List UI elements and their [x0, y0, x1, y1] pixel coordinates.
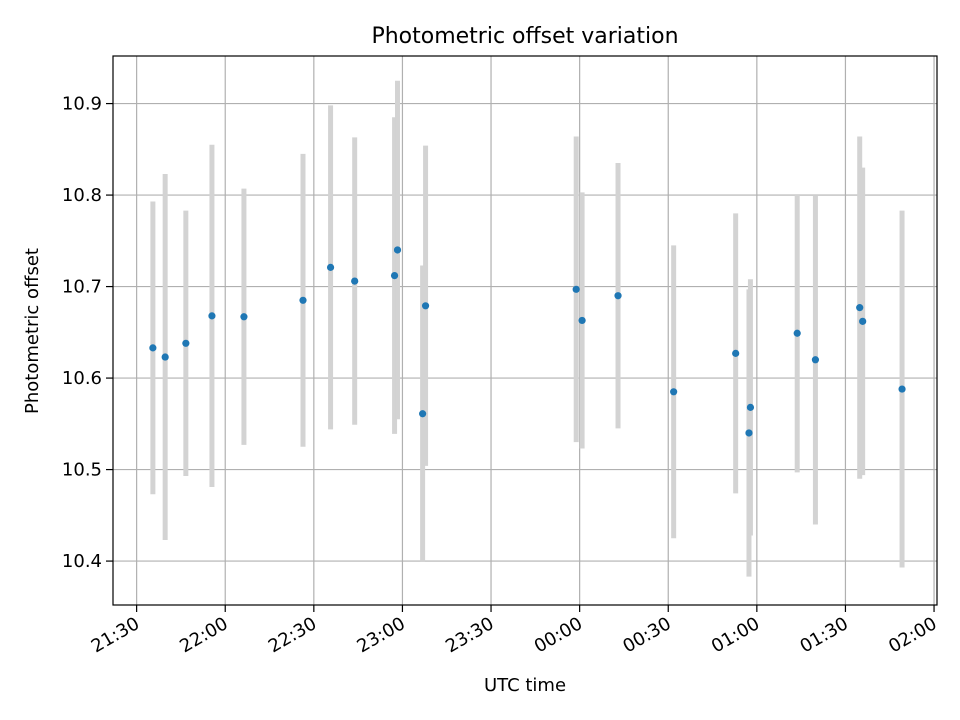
data-point [419, 410, 427, 418]
plot-frame [112, 55, 938, 606]
data-point [578, 316, 586, 325]
grid [113, 56, 937, 605]
data-point [811, 356, 820, 364]
y-tick-label: 10.7 [62, 277, 102, 298]
data-point [351, 277, 359, 285]
y-axis-title: Photometric offset [22, 248, 43, 414]
data-point [745, 429, 753, 437]
data-point [898, 385, 906, 393]
data-points [149, 246, 906, 437]
y-axis-ticks: 10.4 10.5 10.6 10.7 10.8 10.9 [62, 94, 113, 572]
data-point [208, 312, 216, 320]
chart-title: Photometric offset variation [371, 24, 678, 49]
y-tick-label: 10.5 [62, 460, 102, 481]
data-point [856, 304, 864, 312]
data-point [793, 329, 801, 337]
y-tick-label: 10.9 [62, 94, 102, 115]
data-point [240, 313, 248, 321]
data-point [859, 317, 867, 325]
data-point [393, 246, 402, 254]
data-point [161, 353, 169, 361]
data-point [182, 339, 190, 347]
x-axis-title: UTC time [484, 675, 566, 696]
data-point [149, 344, 157, 352]
data-point [326, 263, 335, 271]
data-point [390, 272, 399, 280]
y-tick-label: 10.4 [62, 551, 102, 572]
data-point [670, 388, 678, 396]
data-point [732, 349, 740, 357]
y-tick-label: 10.6 [62, 368, 102, 389]
data-point [614, 292, 622, 300]
y-tick-label: 10.8 [62, 185, 102, 206]
data-point [746, 403, 755, 411]
data-point [299, 296, 307, 304]
data-point [421, 302, 430, 310]
data-point [572, 285, 580, 293]
